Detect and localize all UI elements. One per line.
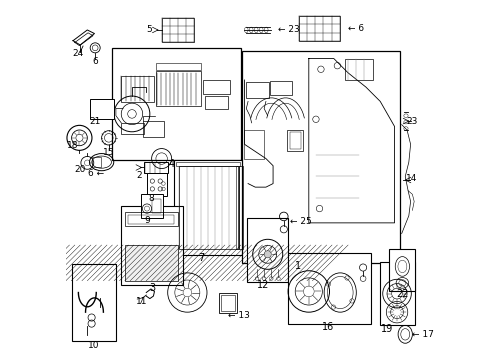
Text: 15: 15 <box>103 148 114 157</box>
Bar <box>270 81 291 95</box>
Bar <box>246 218 288 282</box>
Bar <box>162 18 194 42</box>
Text: 11: 11 <box>136 297 147 306</box>
Text: 10: 10 <box>88 341 100 350</box>
Text: 1: 1 <box>294 261 301 271</box>
Bar <box>112 48 241 160</box>
Text: 5: 5 <box>146 26 152 35</box>
Text: ← 23: ← 23 <box>278 26 300 35</box>
Bar <box>221 296 234 311</box>
Text: 19: 19 <box>381 324 393 334</box>
Text: 20: 20 <box>74 165 86 174</box>
Text: 4: 4 <box>168 159 174 169</box>
Bar <box>298 17 339 41</box>
Text: 21: 21 <box>89 117 101 126</box>
Text: 9: 9 <box>144 216 149 225</box>
Text: 12: 12 <box>257 280 269 290</box>
Text: 18: 18 <box>66 141 78 150</box>
Bar <box>235 166 238 249</box>
Text: ← 13: ← 13 <box>228 311 250 320</box>
Text: 7: 7 <box>197 253 203 263</box>
Bar <box>121 123 144 134</box>
Bar <box>142 121 164 137</box>
Bar <box>179 166 237 249</box>
Bar <box>245 82 268 98</box>
Bar <box>173 160 244 255</box>
Text: 23: 23 <box>405 117 417 126</box>
Bar <box>121 206 183 285</box>
Bar <box>379 262 414 325</box>
Bar <box>244 130 264 158</box>
Bar <box>143 162 168 173</box>
Bar <box>176 162 240 166</box>
Text: 8: 8 <box>148 194 154 203</box>
Bar <box>287 130 303 152</box>
Text: ← 6: ← 6 <box>347 24 364 33</box>
Bar <box>127 215 174 224</box>
Text: ← 17: ← 17 <box>411 330 433 339</box>
Bar <box>388 249 414 292</box>
Bar <box>92 157 101 167</box>
Bar <box>124 245 178 281</box>
Text: 6: 6 <box>92 57 98 66</box>
Bar <box>203 80 230 94</box>
Text: 6 ←: 6 ← <box>88 169 104 178</box>
Bar <box>72 264 116 342</box>
Text: 16: 16 <box>321 322 333 332</box>
Bar <box>121 76 153 102</box>
Text: ← 25: ← 25 <box>290 217 311 226</box>
Bar <box>289 132 301 149</box>
Bar <box>151 199 160 213</box>
Bar <box>124 212 178 226</box>
Bar <box>141 194 163 217</box>
Bar <box>90 99 114 119</box>
Text: 24: 24 <box>72 49 83 58</box>
Text: 2: 2 <box>136 171 142 180</box>
Bar <box>156 63 201 70</box>
Bar <box>156 71 201 106</box>
Text: 14: 14 <box>405 174 417 183</box>
Bar <box>287 253 370 324</box>
Bar <box>239 166 243 249</box>
Text: 3: 3 <box>149 283 156 293</box>
Circle shape <box>264 251 271 258</box>
Text: 22: 22 <box>395 289 408 299</box>
Bar <box>219 293 236 313</box>
Bar <box>241 51 399 263</box>
Bar <box>147 173 166 196</box>
Bar <box>205 96 228 109</box>
Bar <box>344 59 372 80</box>
